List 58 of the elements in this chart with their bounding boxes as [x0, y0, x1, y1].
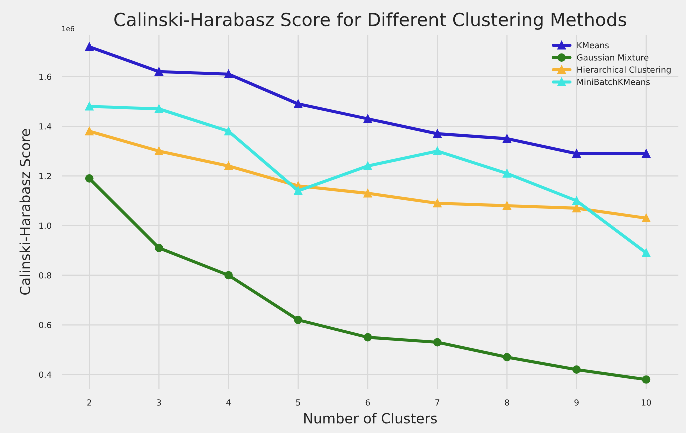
point [433, 338, 442, 347]
point [503, 202, 512, 210]
point [433, 199, 442, 208]
point [572, 204, 581, 213]
x-tick-label: 3 [157, 400, 162, 406]
point [224, 127, 233, 136]
point [294, 100, 303, 108]
y-tick-label: 1.4 [40, 124, 52, 130]
y-axis-title: Calinski-Harabasz Score [20, 129, 31, 295]
point [642, 376, 651, 384]
point [294, 316, 303, 324]
point [85, 102, 94, 111]
point [503, 353, 512, 362]
point [364, 333, 372, 342]
point [155, 104, 164, 114]
legend-label: Hierarchical Clustering [578, 66, 671, 75]
y-tick-label: 0.4 [39, 372, 52, 378]
point [642, 214, 651, 223]
point [642, 150, 651, 158]
point [572, 196, 581, 206]
point [224, 271, 233, 280]
point [642, 248, 651, 258]
chart-title: Calinski-Harabasz Score for Different Clustering Methods [114, 12, 626, 30]
point [294, 186, 303, 196]
point [155, 244, 164, 252]
x-tick-label: 4 [226, 400, 231, 406]
x-tick-label: 10 [642, 400, 652, 406]
x-axis-title: Number of Clusters [304, 413, 438, 424]
y-tick-label: 1.0 [40, 222, 52, 230]
x-tick-label: 8 [505, 400, 510, 406]
point [503, 170, 512, 178]
legend-label: MiniBatchKMeans [578, 78, 650, 86]
legend-label: KMeans [578, 42, 609, 49]
legend-label: Gaussian Mixture [577, 54, 649, 61]
y-tick-label: 1.6 [40, 74, 52, 80]
point [364, 189, 372, 198]
point [155, 68, 164, 76]
point [572, 150, 581, 158]
point [224, 70, 233, 79]
point [433, 147, 442, 156]
point [85, 42, 94, 52]
point [85, 127, 94, 136]
x-tick-label: 6 [366, 400, 370, 406]
x-tick-label: 7 [436, 400, 440, 406]
point [503, 134, 512, 144]
point [364, 162, 372, 170]
point [155, 147, 164, 156]
x-tick-label: 2 [88, 400, 92, 406]
x-tick-label: 9 [574, 400, 579, 406]
y-tick-label: 0.6 [39, 322, 52, 328]
y-tick-label: 0.8 [39, 272, 52, 279]
point [85, 174, 94, 183]
point [572, 366, 581, 374]
x-tick-label: 5 [296, 400, 300, 406]
point [433, 130, 442, 138]
y-tick-label: 1.2 [40, 173, 52, 180]
point [364, 114, 372, 124]
point [224, 162, 233, 170]
